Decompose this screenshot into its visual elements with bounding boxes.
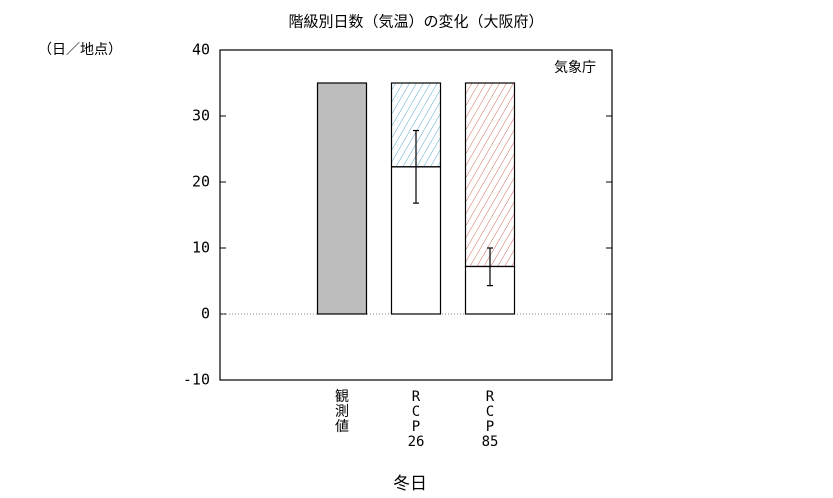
y-tick-label: 40 <box>192 41 210 59</box>
bar-segment <box>316 82 368 315</box>
x-tick-label: C <box>486 404 494 420</box>
y-tick-label: 20 <box>192 173 210 191</box>
x-tick-label: R <box>486 389 495 405</box>
hatched-segment <box>464 82 516 268</box>
x-tick-label: P <box>412 419 420 435</box>
plot-frame <box>219 49 613 381</box>
y-unit: （日／地点） <box>38 42 122 58</box>
y-tick-label: 0 <box>201 305 210 323</box>
x-tick-label: 26 <box>408 434 425 450</box>
x-tick-label: R <box>412 389 421 405</box>
x-tick-label: 値 <box>335 419 349 435</box>
x-axis-label: 冬日 <box>393 474 427 494</box>
x-tick-label: P <box>486 419 494 435</box>
x-tick-label: 85 <box>482 434 499 450</box>
x-tick-label: 測 <box>335 404 349 420</box>
y-tick-label: -10 <box>183 371 210 389</box>
x-tick-label: C <box>412 404 420 420</box>
x-tick-label: 観 <box>335 388 349 405</box>
y-tick-label: 10 <box>192 239 210 257</box>
chart-title: 階級別日数（気温）の変化（大阪府） <box>288 13 543 31</box>
source-label: 気象庁 <box>554 60 596 76</box>
y-tick-label: 30 <box>192 107 210 125</box>
